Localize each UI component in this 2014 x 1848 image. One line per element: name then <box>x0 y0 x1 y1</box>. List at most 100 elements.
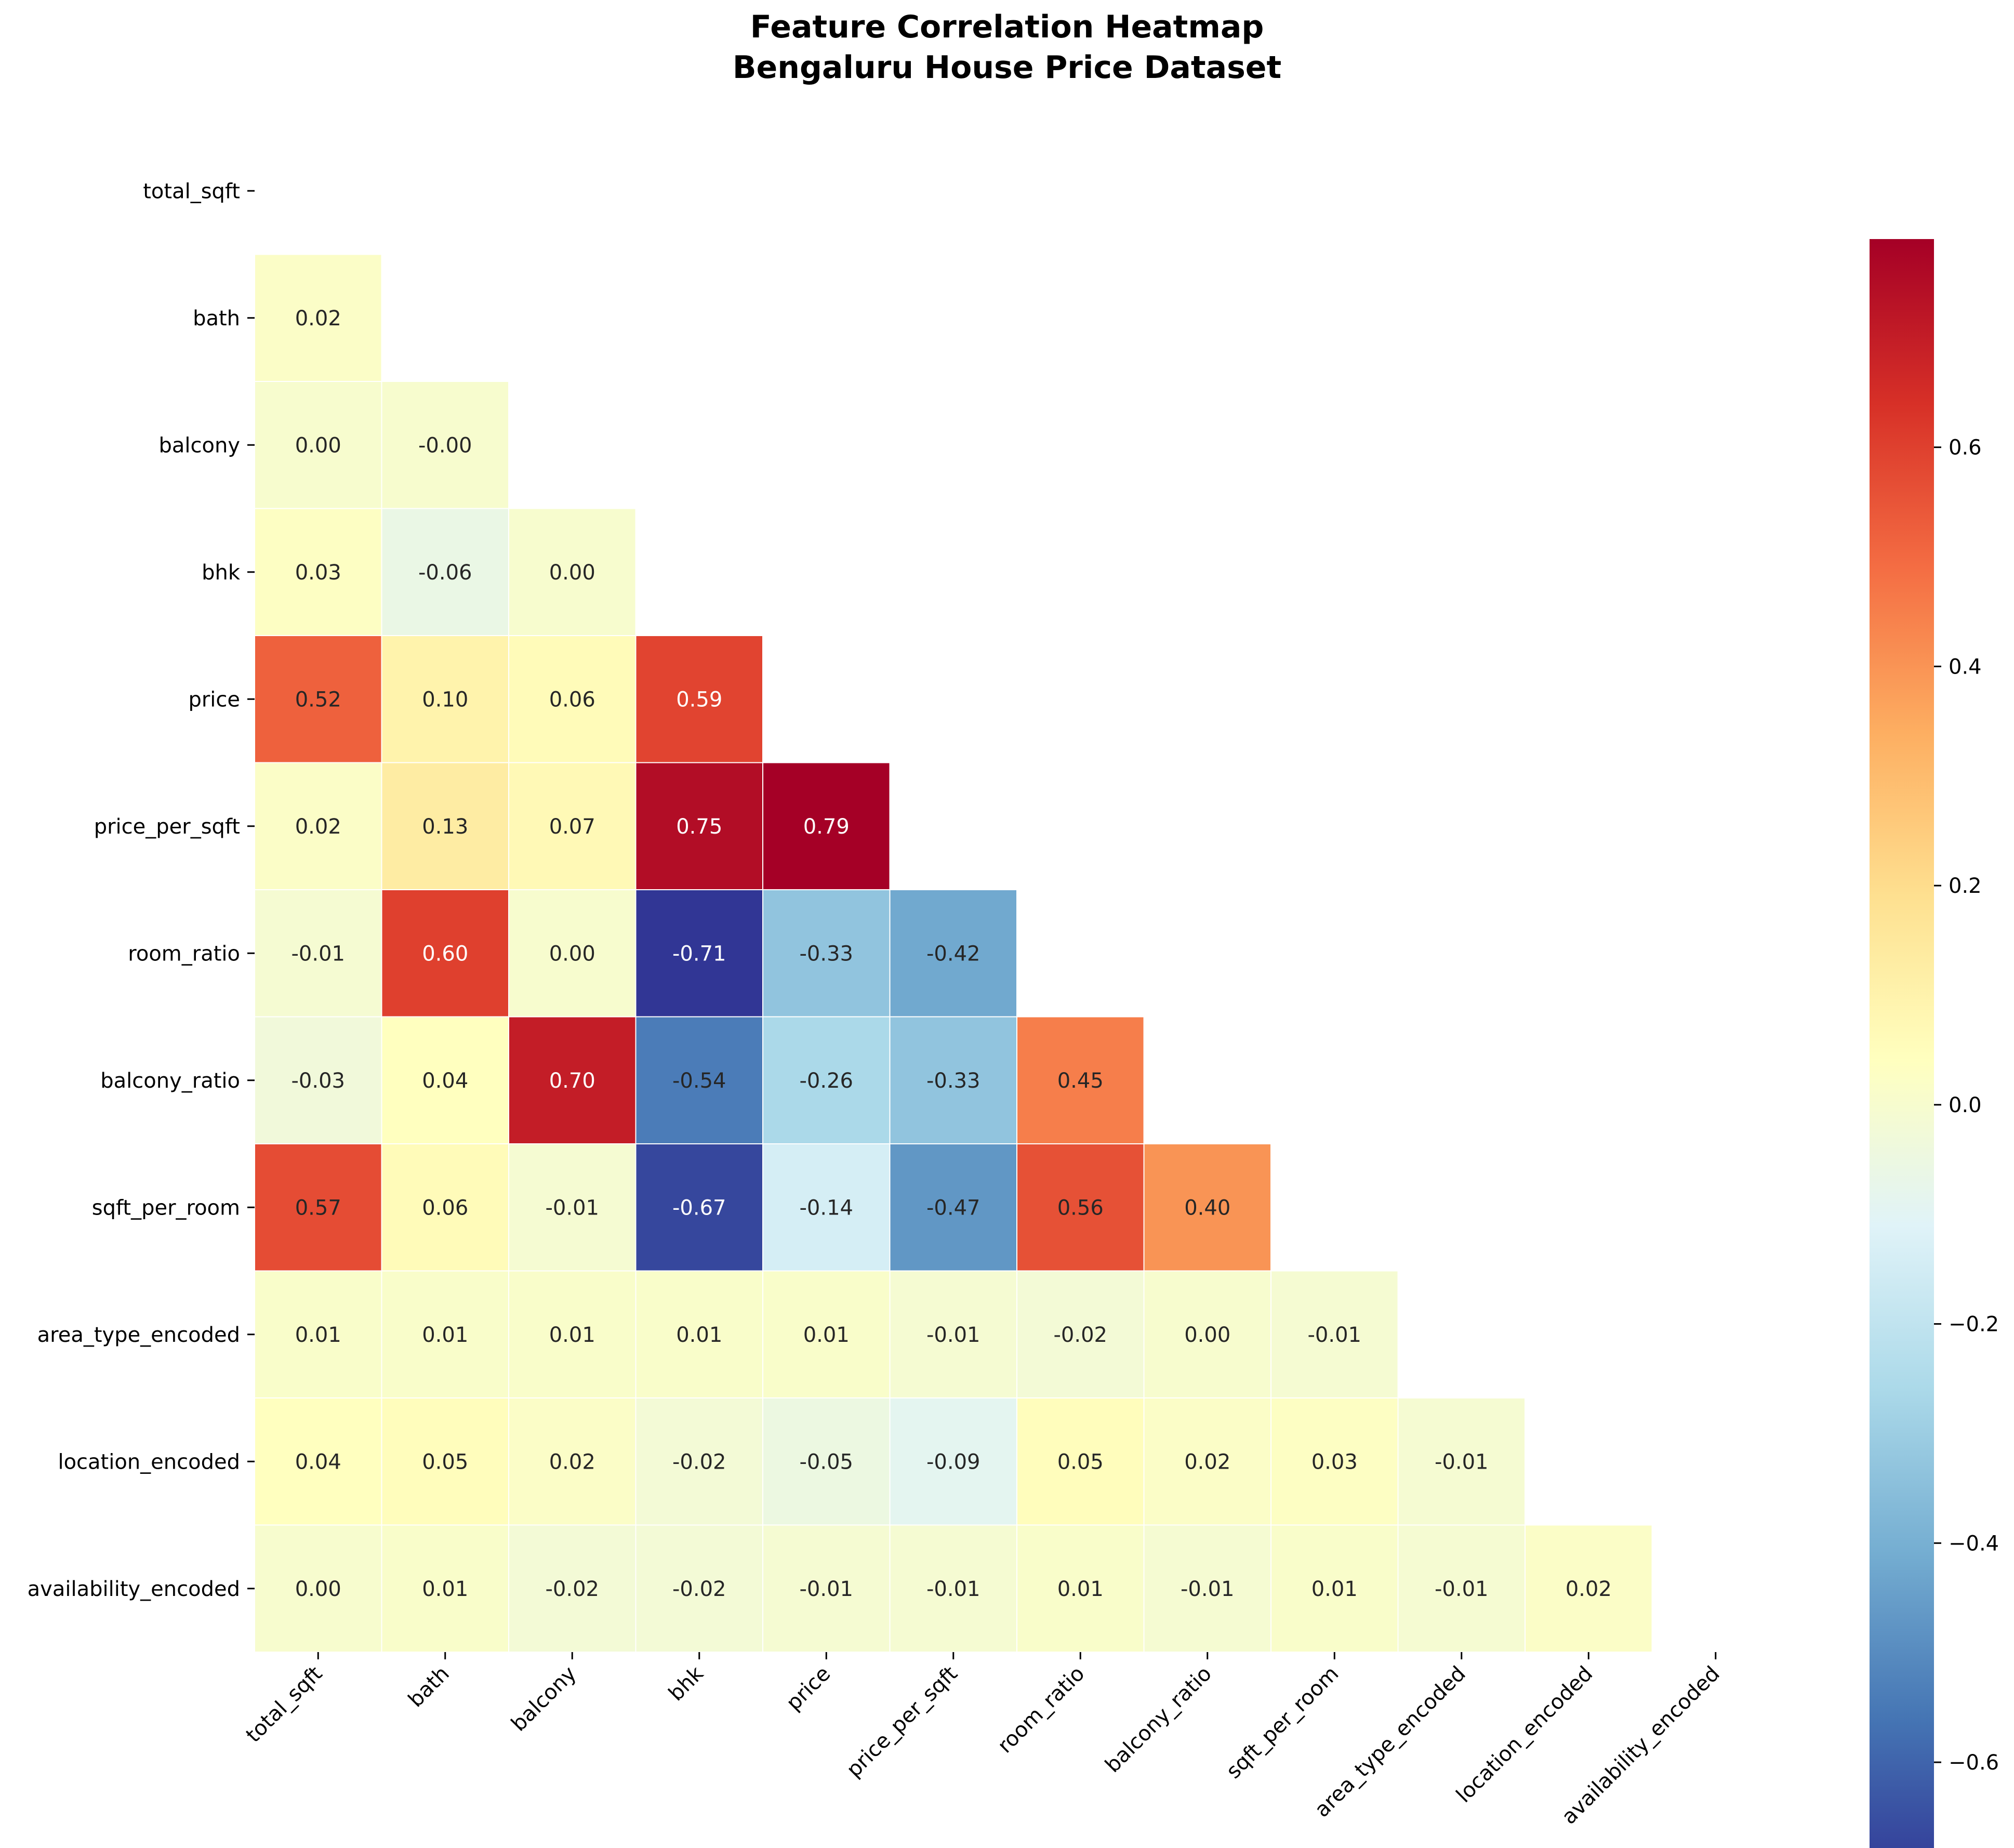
heatmap-cell <box>762 762 891 890</box>
heatmap-cell <box>1016 1016 1145 1144</box>
heatmap-cell <box>635 762 763 890</box>
heatmap-cell <box>381 1270 509 1398</box>
x-tick-label: total_sqft <box>242 1662 327 1748</box>
cell-value-label: -0.54 <box>672 1069 726 1093</box>
y-tick-label: total_sqft <box>143 179 240 203</box>
cell-value-label: -0.02 <box>1054 1323 1108 1347</box>
chart-title: Feature Correlation Heatmap <box>750 9 1264 45</box>
cell-value-label: 0.01 <box>422 1577 468 1601</box>
colorbar-tick-label: −0.6 <box>1949 1751 1999 1775</box>
cell-value-label: 0.05 <box>422 1450 468 1474</box>
cell-value-label: 0.02 <box>549 1450 595 1474</box>
heatmap-cell <box>1143 1397 1271 1526</box>
cell-value-label: -0.06 <box>418 561 472 585</box>
x-tick-label: sqft_per_room <box>1222 1662 1343 1784</box>
heatmap-cell <box>1143 1143 1271 1272</box>
x-tick-label: bath <box>404 1662 454 1712</box>
cell-value-label: -0.01 <box>1181 1577 1235 1601</box>
x-tick-label: price_per_sqft <box>842 1662 962 1782</box>
heatmap-cell <box>254 381 382 509</box>
heatmap-cell <box>254 1016 382 1144</box>
cell-value-label: 0.01 <box>422 1323 468 1347</box>
heatmap-cell <box>254 1524 382 1653</box>
cell-value-label: -0.02 <box>546 1577 600 1601</box>
y-tick-label: balcony <box>158 433 240 457</box>
heatmap-cell <box>635 889 763 1018</box>
colorbar: −0.6 −0.4 −0.2 0.0 0.2 0.4 0.6 <box>1870 239 1999 1848</box>
cell-value-label: 0.01 <box>1311 1577 1358 1601</box>
cell-value-label: 0.02 <box>1566 1577 1612 1601</box>
heatmap-cell <box>1016 1270 1145 1398</box>
cell-value-label: -0.33 <box>926 1069 981 1093</box>
y-tick-label: location_encoded <box>58 1450 240 1474</box>
cell-value-label: 0.03 <box>1311 1450 1358 1474</box>
heatmap-cell <box>508 762 637 890</box>
y-tick-label: area_type_encoded <box>37 1323 240 1347</box>
x-axis-ticks: total_sqft bath balcony bhk price price_per_s… <box>242 1652 1725 1829</box>
cell-value-label: -0.47 <box>926 1196 981 1220</box>
cell-value-label: 0.01 <box>803 1323 850 1347</box>
x-tick-label: room_ratio <box>993 1662 1089 1758</box>
x-tick-label: location_encoded <box>1452 1662 1597 1807</box>
colorbar-gradient <box>1870 239 1934 1848</box>
heatmap-cell <box>381 1524 509 1653</box>
heatmap-cell <box>889 1524 1017 1653</box>
cell-value-label: 0.60 <box>422 942 468 966</box>
x-tick-label: price <box>781 1662 835 1715</box>
cell-value-label: -0.05 <box>800 1450 854 1474</box>
cell-value-label: -0.33 <box>800 942 854 966</box>
heatmap-cell <box>889 1016 1017 1144</box>
heatmap-value-labels: 0.02 0.00 -0.00 0.03 -0.06 0.00 0.52 0.10 0.06 0.… <box>292 307 1612 1601</box>
heatmap-cell <box>1397 1397 1526 1526</box>
cell-value-label: 0.00 <box>549 561 595 585</box>
cell-value-label: -0.01 <box>1308 1323 1362 1347</box>
x-tick-label: balcony <box>507 1662 581 1736</box>
y-tick-label: bath <box>193 307 240 331</box>
heatmap-cell <box>381 1397 509 1526</box>
y-tick-label: sqft_per_room <box>92 1196 240 1220</box>
heatmap-cell <box>254 1143 382 1272</box>
cell-value-label: -0.71 <box>672 942 726 966</box>
cell-value-label: 0.01 <box>676 1323 722 1347</box>
cell-value-label: 0.00 <box>295 433 341 457</box>
cell-value-label: 0.70 <box>549 1069 595 1093</box>
cell-value-label: -0.02 <box>672 1577 726 1601</box>
cell-value-label: 0.01 <box>1057 1577 1104 1601</box>
heatmap-cell <box>254 1397 382 1526</box>
heatmap-cell <box>508 889 637 1018</box>
cell-value-label: 0.05 <box>1057 1450 1104 1474</box>
cell-value-label: 0.06 <box>549 688 595 711</box>
cell-value-label: -0.42 <box>926 942 981 966</box>
heatmap-cell <box>381 889 509 1018</box>
cell-value-label: 0.01 <box>295 1323 341 1347</box>
heatmap-cell <box>889 1270 1017 1398</box>
heatmap-cell <box>254 254 382 382</box>
y-tick-label: price_per_sqft <box>94 815 240 839</box>
heatmap-cell <box>1270 1270 1399 1398</box>
cell-value-label: 0.57 <box>295 1196 341 1220</box>
cell-value-label: 0.79 <box>803 815 850 839</box>
heatmap-cell <box>1016 1524 1145 1653</box>
heatmap-cell <box>508 1397 637 1526</box>
cell-value-label: 0.07 <box>549 815 595 839</box>
cell-value-label: -0.02 <box>672 1450 726 1474</box>
heatmap-cell <box>635 1397 763 1526</box>
y-tick-label: bhk <box>202 561 241 585</box>
colorbar-tick-label: −0.2 <box>1949 1313 1999 1337</box>
colorbar-tick-label: −0.4 <box>1949 1532 1999 1555</box>
colorbar-tick-label: 0.6 <box>1949 436 1982 460</box>
cell-value-label: -0.09 <box>926 1450 981 1474</box>
cell-value-label: 0.02 <box>1184 1450 1230 1474</box>
heatmap-cell <box>381 508 509 636</box>
cell-value-label: 0.01 <box>549 1323 595 1347</box>
cell-value-label: 0.40 <box>1184 1196 1230 1220</box>
heatmap-cell <box>508 1143 637 1272</box>
cell-value-label: -0.01 <box>292 942 346 966</box>
y-tick-label: price <box>188 688 240 711</box>
cell-value-label: 0.75 <box>676 815 722 839</box>
cell-value-label: 0.00 <box>295 1577 341 1601</box>
cell-value-label: 0.59 <box>676 688 722 711</box>
heatmap-cell <box>635 1016 763 1144</box>
